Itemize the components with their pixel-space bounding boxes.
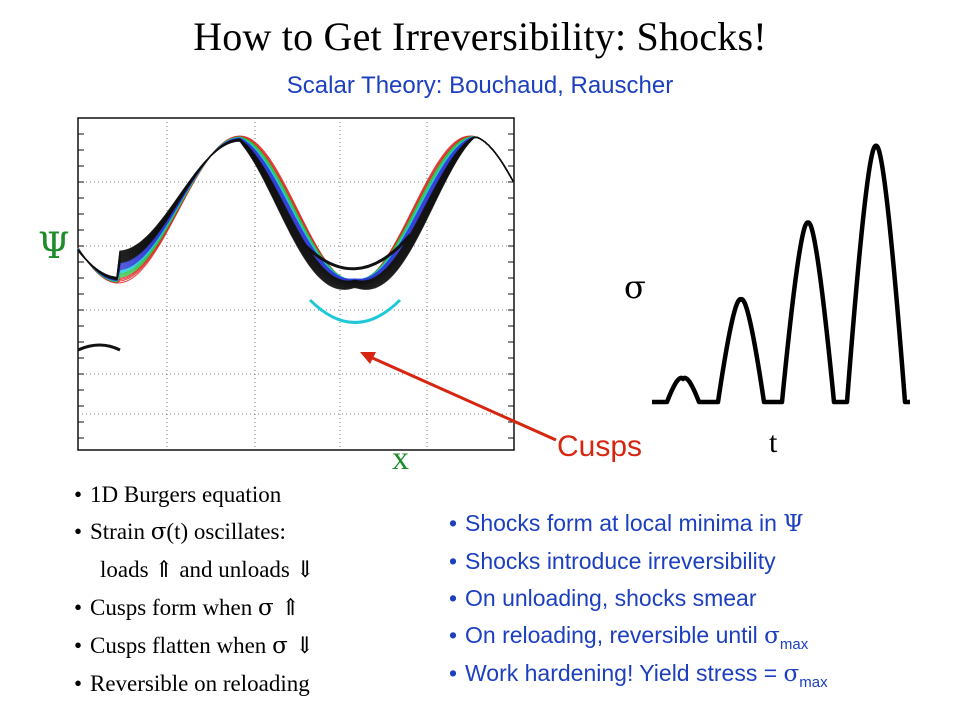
arrow-head [360,352,376,364]
psi-axis-label: Ψ [38,226,70,267]
psi-curve [77,135,514,284]
list-item: Shocks form at local minima in Ψ [449,505,828,543]
list-item: loads ⇑ and unloads ⇓ [100,557,315,583]
slide-title: How to Get Irreversibility: Shocks! [193,14,767,59]
x-axis-label: x [392,440,409,477]
slide-subtitle: Scalar Theory: Bouchaud, Rauscher [286,72,674,99]
psi-curve [77,135,514,283]
psi-curve [77,136,514,283]
t-axis-label: t [769,426,778,459]
sigma-plot [652,143,910,405]
shock-band [77,343,121,352]
list-item: Reversible on reloading [74,665,315,702]
left-bullet-list: 1D Burgers equation Strain σ(t) oscillat… [74,476,315,702]
list-item: On reloading, reversible until σmax [449,617,828,655]
cusps-arrow [360,352,557,442]
list-item: Cusps flatten when σ ⇓ [74,627,315,665]
list-item: Strain σ(t) oscillates: [74,513,315,551]
shock-band [308,298,402,324]
arrow-shaft [367,354,557,442]
list-item: Shocks introduce irreversibility [449,543,828,580]
sigma-axis-label: σ [624,268,646,306]
psi-plot [77,117,515,451]
cusps-annotation: Cusps [557,430,643,463]
list-item: On unloading, shocks smear [449,580,828,617]
sigma-curve [652,143,910,405]
psi-curve [77,136,514,290]
psi-curve [77,135,514,284]
shock-band [298,234,412,271]
list-item: Cusps form when σ ⇑ [74,589,315,627]
list-item: Work hardening! Yield stress = σmax [449,655,828,693]
list-item: 1D Burgers equation [74,476,315,513]
right-bullet-list: Shocks form at local minima in Ψ Shocks … [449,505,828,693]
